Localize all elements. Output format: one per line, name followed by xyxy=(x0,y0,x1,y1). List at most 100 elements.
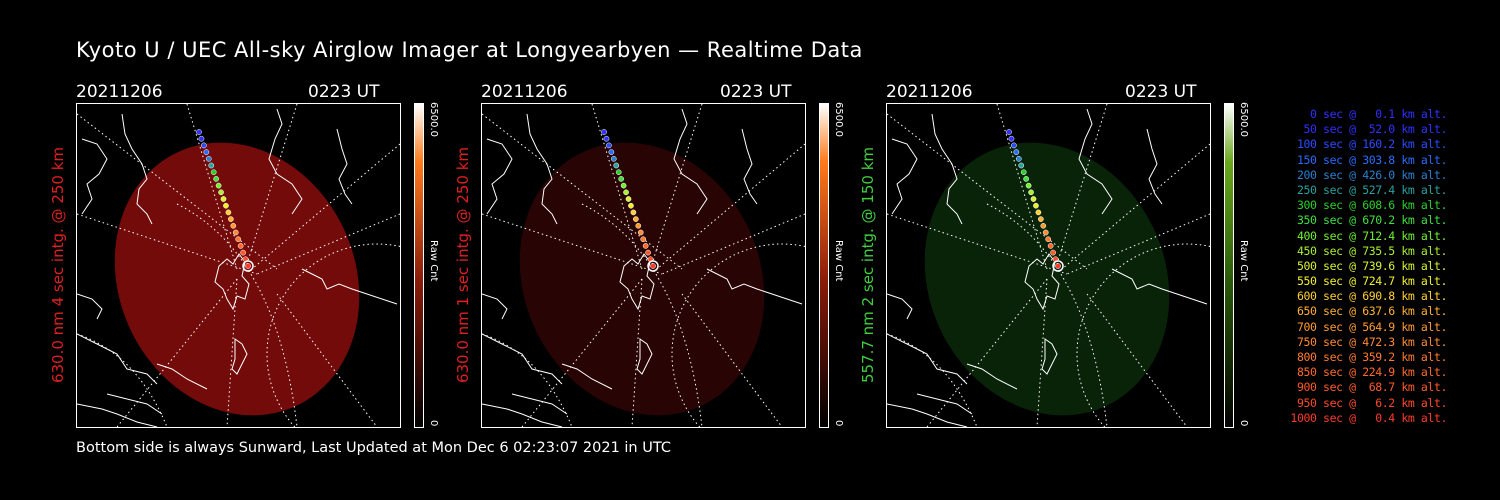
trajectory-point xyxy=(1035,209,1042,216)
trajectory-point xyxy=(1050,249,1056,256)
trajectory-point xyxy=(240,249,246,256)
trajectory-point xyxy=(1025,182,1032,189)
panel-2-wavelength-label: 630.0 nm 1 sec intg. @ 250 km xyxy=(454,146,472,384)
trajectory-point xyxy=(235,236,242,243)
rocket-trajectory xyxy=(1006,129,1064,272)
trajectory-point xyxy=(628,202,634,209)
legend-item: 450 sec @ 735.5 km alt. xyxy=(1296,243,1447,258)
trajectory-legend: 0 sec @ 0.1 km alt. 50 sec @ 52.0 km alt.… xyxy=(1262,107,1447,426)
legend-item: 0 sec @ 0.1 km alt. xyxy=(1310,107,1447,121)
panel-3-wavelength-label: 557.7 nm 2 sec intg. @ 150 km xyxy=(859,146,877,384)
trajectory-point xyxy=(196,129,202,135)
trajectory-point xyxy=(237,243,244,249)
trajectory-point xyxy=(230,222,237,229)
legend-item: 650 sec @ 637.6 km alt. xyxy=(1296,304,1447,319)
legend-item: 700 sec @ 564.9 km alt. xyxy=(1296,319,1447,334)
trajectory-point xyxy=(610,155,617,162)
panel-3-colorbar-min: 0 xyxy=(1238,420,1249,427)
coastline xyxy=(482,108,803,427)
trajectory-point xyxy=(1033,202,1039,209)
trajectory-point xyxy=(603,135,610,142)
trajectory-point xyxy=(642,243,649,249)
trajectory-point xyxy=(1028,189,1034,196)
airglow-emission-region xyxy=(114,142,360,416)
trajectory-point xyxy=(1015,155,1022,162)
panel-1-image xyxy=(77,104,400,427)
legend-item: 950 sec @ 6.2 km alt. xyxy=(1296,395,1447,410)
trajectory-point xyxy=(218,189,224,196)
footer-note: Bottom side is always Sunward, Last Upda… xyxy=(76,440,671,456)
trajectory-point xyxy=(1055,263,1061,269)
trajectory-point xyxy=(1023,176,1029,182)
legend-item: 350 sec @ 670.2 km alt. xyxy=(1296,213,1447,228)
trajectory-point xyxy=(620,182,627,189)
trajectory-point xyxy=(606,142,612,149)
trajectory-point xyxy=(203,149,210,155)
trajectory-point xyxy=(225,209,232,216)
panel-3-colorbar-unit: Raw Cnt xyxy=(1238,240,1249,282)
trajectory-point xyxy=(228,216,234,222)
trajectory-point xyxy=(618,176,624,182)
airglow-image-panel-2 xyxy=(481,103,806,428)
trajectory-point xyxy=(608,149,615,155)
panel-1-wavelength-label: 630.0 nm 4 sec intg. @ 250 km xyxy=(49,146,67,384)
panel-2-colorbar-max: 6500.0 xyxy=(833,102,844,137)
coastline xyxy=(887,108,1208,427)
trajectory-point xyxy=(615,169,622,176)
legend-item: 50 sec @ 52.0 km alt. xyxy=(1303,122,1447,137)
station-marker xyxy=(1052,260,1064,272)
geographic-grid xyxy=(887,104,1210,427)
panel-2-colorbar-unit: Raw Cnt xyxy=(833,240,844,282)
panel-1-colorbar xyxy=(414,103,424,428)
panel-2-colorbar-min: 0 xyxy=(833,420,844,427)
legend-item: 150 sec @ 303.8 km alt. xyxy=(1296,152,1447,167)
airglow-image-panel-1 xyxy=(76,103,401,428)
trajectory-point xyxy=(613,162,620,169)
trajectory-point xyxy=(205,155,212,162)
geographic-grid xyxy=(482,104,805,427)
trajectory-point xyxy=(1008,135,1015,142)
geographic-grid xyxy=(77,104,400,427)
legend-item: 400 sec @ 712.4 km alt. xyxy=(1296,228,1447,243)
legend-item: 100 sec @ 160.2 km alt. xyxy=(1296,137,1447,152)
trajectory-point xyxy=(601,129,607,135)
trajectory-point xyxy=(1042,229,1049,236)
trajectory-point xyxy=(213,176,219,182)
trajectory-point xyxy=(210,169,217,176)
trajectory-point xyxy=(1038,216,1044,222)
panel-2-date: 20211206 xyxy=(481,82,568,102)
legend-item: 500 sec @ 739.6 km alt. xyxy=(1296,258,1447,273)
legend-item: 250 sec @ 527.4 km alt. xyxy=(1296,182,1447,197)
trajectory-point xyxy=(1006,129,1012,135)
trajectory-point xyxy=(1020,169,1027,176)
panel-2-time: 0223 UT xyxy=(720,82,792,102)
trajectory-point xyxy=(201,142,207,149)
panel-2-image xyxy=(482,104,805,427)
airglow-emission-region xyxy=(924,142,1170,416)
trajectory-point xyxy=(1011,142,1017,149)
trajectory-point xyxy=(208,162,215,169)
legend-item: 750 sec @ 472.3 km alt. xyxy=(1296,334,1447,349)
legend-item: 200 sec @ 426.0 km alt. xyxy=(1296,167,1447,182)
trajectory-point xyxy=(198,135,205,142)
trajectory-point xyxy=(645,249,651,256)
panel-1-time: 0223 UT xyxy=(308,82,380,102)
panel-3-image xyxy=(887,104,1210,427)
legend-item: 1000 sec @ 0.4 km alt. xyxy=(1290,410,1447,425)
station-marker xyxy=(647,260,659,272)
coastline xyxy=(77,108,398,427)
trajectory-point xyxy=(1013,149,1020,155)
trajectory-point xyxy=(1040,222,1047,229)
panel-1-colorbar-min: 0 xyxy=(428,420,439,427)
trajectory-point xyxy=(1018,162,1025,169)
rocket-trajectory xyxy=(601,129,659,272)
trajectory-point xyxy=(633,216,639,222)
panel-1-colorbar-max: 6500.0 xyxy=(428,102,439,137)
legend-item: 800 sec @ 359.2 km alt. xyxy=(1296,350,1447,364)
trajectory-point xyxy=(630,209,637,216)
legend-item: 850 sec @ 224.9 km alt. xyxy=(1296,365,1447,380)
panel-1-date: 20211206 xyxy=(76,82,163,102)
rocket-trajectory xyxy=(196,129,254,272)
trajectory-point xyxy=(1030,196,1037,202)
trajectory-point xyxy=(223,202,229,209)
